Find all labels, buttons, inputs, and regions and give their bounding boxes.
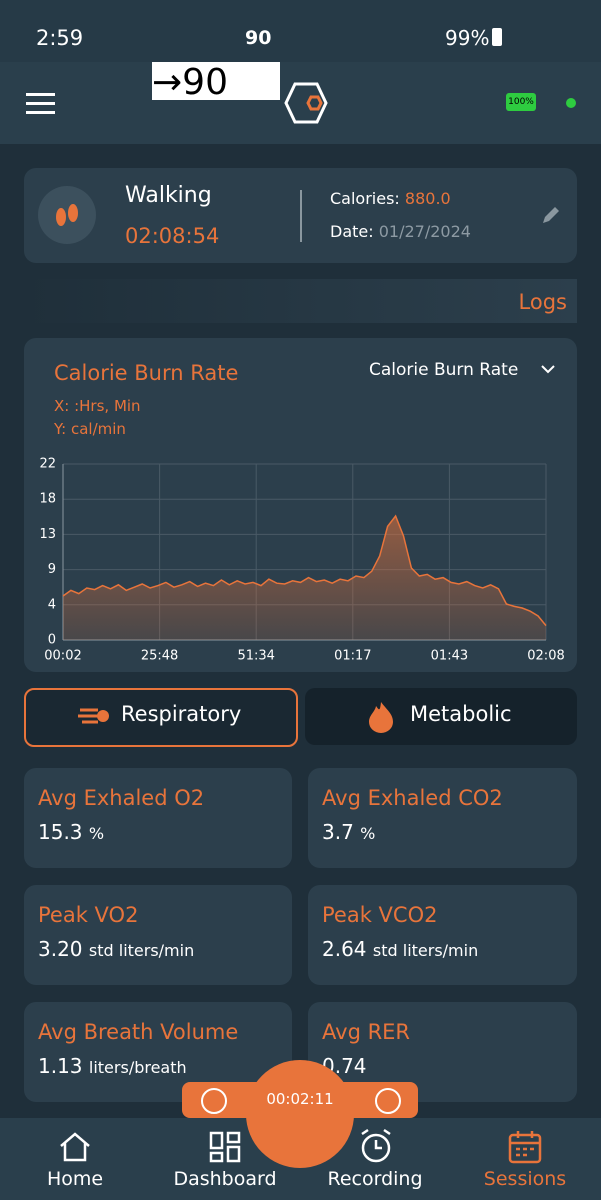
header — [0, 62, 601, 144]
battery-text: 99% — [445, 26, 490, 50]
y-axis-note: Y: cal/min — [54, 420, 126, 438]
tab-respiratory[interactable] — [24, 688, 298, 747]
edit-icon[interactable] — [540, 204, 562, 226]
home-icon[interactable] — [58, 1131, 92, 1163]
connection-dot — [566, 98, 576, 108]
date-label: Date: — [330, 222, 374, 241]
device-battery: 100% — [506, 93, 536, 111]
metric-value: 3.20 — [38, 937, 83, 961]
metric-card: Avg Exhaled CO2 3.7 % — [308, 768, 577, 868]
date: 01/27/2024 — [378, 222, 471, 241]
metric-value: 1.13 — [38, 1054, 83, 1078]
chart-title: Calorie Burn Rate — [54, 361, 239, 385]
metric-unit: std liters/min — [88, 941, 195, 960]
metric-unit: std liters/min — [372, 941, 479, 960]
calories: 880.0 — [404, 189, 451, 208]
metric-label: Peak VCO2 — [322, 903, 438, 927]
chart-card — [24, 338, 577, 672]
metric-label: Avg Breath Volume — [38, 1020, 239, 1044]
logo — [284, 82, 328, 124]
metric-card: Avg Exhaled O2 15.3 % — [24, 768, 292, 868]
x-axis-note: X: :Hrs, Min — [54, 397, 141, 415]
metric-card: Peak VO2 3.20 std liters/min — [24, 885, 292, 985]
tab-metabolic[interactable] — [305, 688, 577, 745]
divider — [300, 190, 302, 242]
nav-label[interactable]: Sessions — [483, 1168, 567, 1190]
activity-name: Walking — [125, 183, 212, 208]
sessions-icon[interactable] — [508, 1130, 542, 1164]
battery-icon — [492, 28, 502, 46]
menu-icon[interactable] — [26, 92, 56, 116]
metric-card: Peak VCO2 2.64 std liters/min — [308, 885, 577, 985]
logs-band — [24, 279, 577, 323]
tab-icon — [78, 708, 109, 724]
calories-label: Calories: — [330, 189, 400, 208]
tab-label[interactable]: Metabolic — [410, 702, 512, 726]
metric-value: 3.7 — [322, 820, 354, 844]
metric-unit: % — [88, 824, 105, 843]
activity-icon — [38, 186, 96, 244]
metric-value: 2.64 — [322, 937, 367, 961]
dashboard-icon[interactable] — [209, 1131, 241, 1163]
chart-dropdown[interactable]: Calorie Burn Rate — [369, 360, 519, 380]
pause-button[interactable] — [201, 1088, 227, 1114]
tab-label[interactable]: Respiratory — [121, 702, 242, 726]
tab-icon — [369, 702, 393, 733]
metric-unit: % — [360, 824, 376, 843]
activity-card: Walking 02:08:54 Calories: 880.0 Date: 0… — [24, 168, 577, 263]
nav-label[interactable]: Home — [46, 1168, 104, 1190]
clock: 2:59 — [36, 26, 84, 50]
metric-unit: liters/breath — [88, 1058, 187, 1077]
recording-icon[interactable] — [359, 1128, 393, 1164]
timer: 00:02:11 — [266, 1090, 334, 1108]
dropdown-caret[interactable] — [541, 364, 555, 374]
indicator: 90 — [245, 27, 272, 49]
metric-label: Avg Exhaled CO2 — [322, 786, 503, 810]
nav-label[interactable]: Recording — [327, 1168, 423, 1190]
metric-label: Avg Exhaled O2 — [38, 786, 205, 810]
metric-label: Peak VO2 — [38, 903, 139, 927]
activity-duration: 02:08:54 — [125, 224, 220, 248]
logs-link[interactable]: Logs — [518, 290, 567, 314]
metric-value: 15.3 — [38, 820, 83, 844]
speed-box: →90 — [152, 62, 280, 103]
nav-label[interactable]: Dashboard — [173, 1168, 277, 1190]
metric-label: Avg RER — [322, 1020, 411, 1044]
status-bar — [0, 0, 601, 62]
stop-button[interactable] — [375, 1088, 401, 1114]
